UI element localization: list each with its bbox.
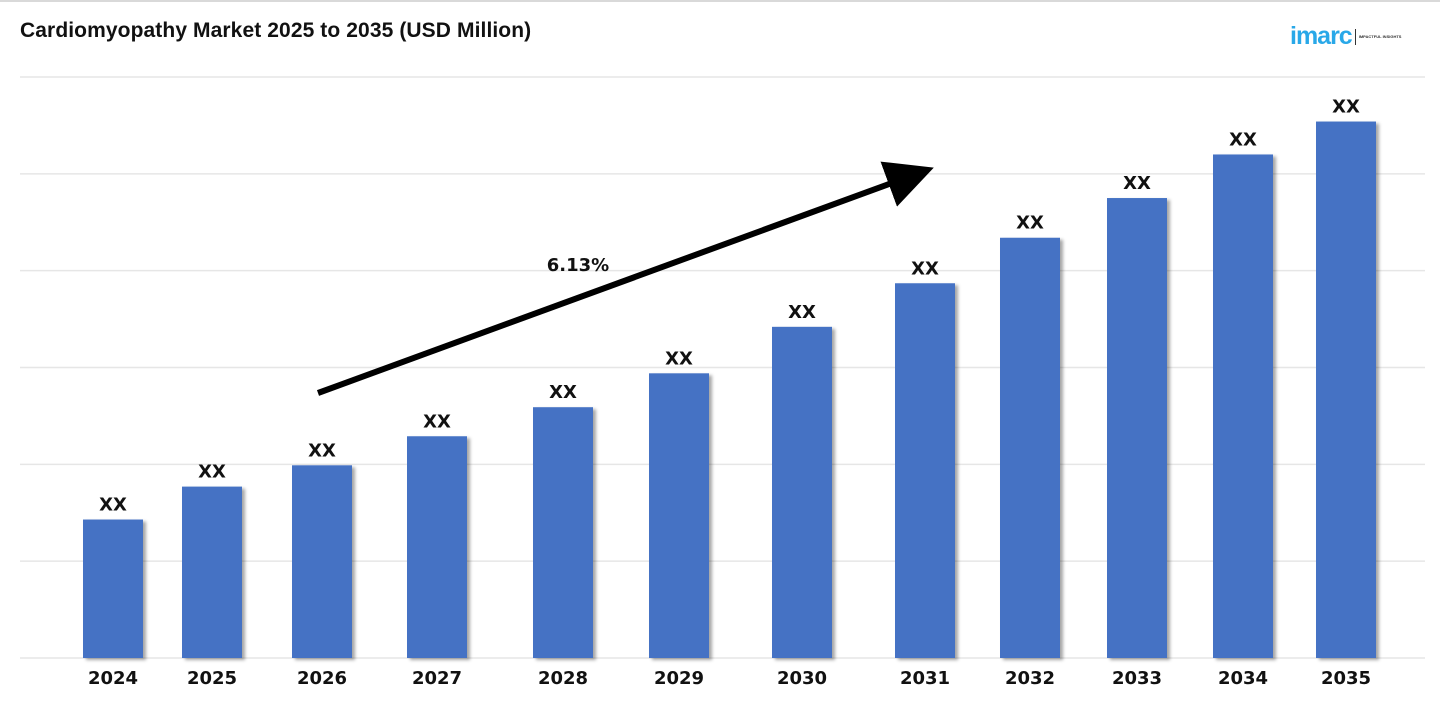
x-tick-2029: 2029 bbox=[654, 668, 704, 689]
logo-text: imarc bbox=[1290, 22, 1353, 50]
data-label-2027: XX bbox=[423, 411, 451, 432]
chart-title: Cardiomyopathy Market 2025 to 2035 (USD … bbox=[20, 19, 532, 42]
logo-divider bbox=[1354, 28, 1356, 45]
logo-tagline: IMPACTFUL INSIGHTS bbox=[1358, 34, 1402, 39]
x-tick-2033: 2033 bbox=[1112, 668, 1162, 689]
data-label-2025: XX bbox=[198, 462, 226, 483]
data-label-2034: XX bbox=[1229, 129, 1257, 150]
x-tick-2025: 2025 bbox=[187, 668, 237, 689]
data-label-2029: XX bbox=[665, 348, 693, 369]
x-tick-2031: 2031 bbox=[900, 668, 950, 689]
x-tick-2027: 2027 bbox=[412, 668, 462, 689]
x-tick-2024: 2024 bbox=[88, 668, 138, 689]
data-label-2028: XX bbox=[549, 382, 577, 403]
bar-2034 bbox=[1213, 154, 1273, 658]
x-tick-2034: 2034 bbox=[1218, 668, 1268, 689]
bar-2030 bbox=[772, 326, 832, 658]
top-border bbox=[0, 0, 1440, 2]
data-label-2031: XX bbox=[911, 258, 939, 279]
bar-2029 bbox=[649, 373, 709, 658]
bar-2024 bbox=[83, 519, 143, 658]
data-label-2030: XX bbox=[788, 302, 816, 323]
bar-2027 bbox=[407, 436, 467, 658]
data-label-2024: XX bbox=[99, 495, 127, 516]
bar-2033 bbox=[1107, 198, 1167, 658]
bar-2025 bbox=[182, 486, 242, 658]
imarc-logo: imarc IMPACTFUL INSIGHTS bbox=[1290, 22, 1401, 51]
bar-2035 bbox=[1316, 121, 1376, 658]
data-label-2032: XX bbox=[1016, 213, 1044, 234]
x-tick-2032: 2032 bbox=[1005, 668, 1055, 689]
x-tick-2035: 2035 bbox=[1321, 668, 1371, 689]
x-tick-2028: 2028 bbox=[538, 668, 588, 689]
data-label-2026: XX bbox=[308, 440, 336, 461]
bar-2026 bbox=[292, 465, 352, 658]
x-tick-2030: 2030 bbox=[777, 668, 827, 689]
cagr-label: 6.13% bbox=[547, 255, 609, 276]
bar-2031 bbox=[895, 283, 955, 658]
cagr-arrow bbox=[316, 161, 934, 396]
data-label-2033: XX bbox=[1123, 173, 1151, 194]
x-tick-2026: 2026 bbox=[297, 668, 347, 689]
bar-2032 bbox=[1000, 237, 1060, 658]
bar-2028 bbox=[533, 407, 593, 658]
data-label-2035: XX bbox=[1332, 97, 1360, 118]
